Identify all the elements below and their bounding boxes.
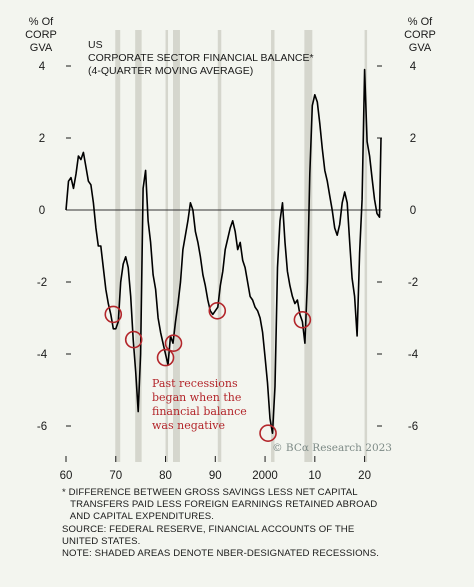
y-tick-label-right: -2: [408, 277, 418, 289]
y-tick-label-left: -4: [37, 349, 48, 361]
y-tick-label-left: -2: [37, 277, 47, 289]
annotation-line-3: financial balance: [152, 405, 247, 418]
y-tick-label-left: 2: [39, 133, 45, 145]
x-tick-label: 20: [358, 470, 371, 482]
x-tick-label: 80: [159, 470, 172, 482]
footnote-line-4: SOURCE: FEDERAL RESERVE, FINANCIAL ACCOU…: [62, 523, 355, 535]
footnote-line-1: * DIFFERENCE BETWEEN GROSS SAVINGS LESS …: [62, 487, 358, 498]
axis-ticks: [65, 65, 382, 462]
recession-start-marker: [156, 348, 175, 367]
x-tick-label: 90: [209, 470, 222, 482]
annotation-line-4: was negative: [152, 419, 225, 432]
y-tick-label-left: 0: [39, 205, 45, 217]
recession-band: [115, 30, 121, 462]
footnote-line-3: AND CAPITAL EXPENDITURES.: [62, 511, 215, 523]
x-tick-label: 60: [60, 470, 73, 482]
y-tick-label-right: -6: [408, 421, 418, 433]
footnotes: * DIFFERENCE BETWEEN GROSS SAVINGS LESS …: [62, 487, 467, 560]
y-tick-label-right: -4: [408, 349, 419, 361]
y-tick-label-left: -6: [37, 421, 47, 433]
footnote-line-2: TRANSFERS PAID LESS FOREIGN EARNINGS RET…: [62, 499, 378, 511]
y-tick-label-right: 2: [410, 133, 416, 145]
credit-text: © BCα Research 2023: [272, 442, 392, 454]
recession-start-marker: [104, 305, 123, 324]
recession-band: [271, 30, 275, 462]
footnote-line-5: UNITED STATES.: [62, 535, 141, 547]
right-axis-title-line-1: % Of: [408, 16, 433, 28]
y-tick-label-left: 4: [39, 61, 46, 73]
recession-start-markers: [104, 301, 312, 443]
chart-title-line-1: US: [88, 39, 103, 51]
recession-start-marker: [293, 310, 312, 329]
chart-title-line-2: CORPORATE SECTOR FINANCIAL BALANCE*: [88, 52, 314, 64]
recession-start-marker: [259, 424, 277, 443]
axis-labels: 4 42 20 0-2 -2-4 -4-6 -660 70 80 90 2000 10 20: [37, 61, 419, 482]
x-tick-label: 2000: [252, 470, 278, 482]
recession-band: [172, 30, 180, 462]
right-axis-title-line-2: CORP: [404, 29, 436, 41]
recession-band: [217, 30, 222, 462]
annotation-line-1: Past recessions: [152, 377, 238, 390]
recession-band: [364, 30, 368, 462]
left-axis-title-line-2: CORP: [25, 29, 57, 41]
y-tick-label-right: 4: [410, 61, 417, 73]
recession-start-marker: [124, 330, 143, 349]
right-axis-title-line-3: GVA: [409, 42, 432, 54]
recession-start-marker: [208, 301, 227, 320]
left-axis-title-line-1: % Of: [29, 16, 54, 28]
x-tick-label: 10: [308, 470, 321, 482]
y-tick-label-right: 0: [410, 205, 416, 217]
recession-band: [135, 30, 142, 462]
left-axis-title-line-3: GVA: [30, 42, 53, 54]
chart-title-line-3: (4-QUARTER MOVING AVERAGE): [88, 65, 253, 77]
recession-start-marker: [164, 334, 183, 353]
annotation-line-2: began when the: [152, 391, 241, 404]
recession-band: [165, 30, 169, 462]
x-tick-label: 70: [109, 470, 122, 482]
series-line: [65, 68, 382, 435]
footnote-line-6: NOTE: SHADED AREAS DENOTE NBER-DESIGNATE…: [62, 548, 379, 560]
